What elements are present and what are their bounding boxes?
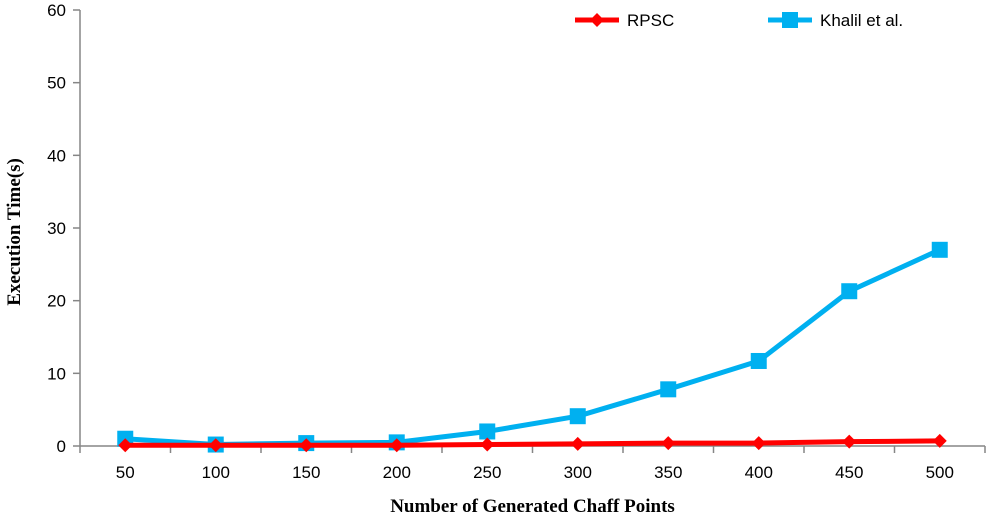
- series-line-khalil-et-al: [122, 247, 943, 448]
- y-tick-label: 0: [57, 437, 66, 456]
- x-tick-label: 400: [745, 463, 773, 482]
- data-point-rpsc: [661, 436, 676, 451]
- series-khalil-et-al: [117, 241, 948, 453]
- data-point-khalil-et-al: [750, 352, 767, 369]
- x-tick-label: 250: [473, 463, 501, 482]
- series-rpsc: [118, 433, 947, 453]
- data-point-rpsc: [751, 436, 766, 451]
- data-point-rpsc: [389, 438, 404, 453]
- data-point-rpsc: [208, 438, 223, 453]
- x-tick-label: 300: [564, 463, 592, 482]
- data-point-rpsc: [299, 438, 314, 453]
- y-axis-title: Execution Time(s): [4, 158, 25, 306]
- y-tick-label: 30: [47, 219, 66, 238]
- data-point-rpsc: [932, 433, 947, 448]
- series-line-rpsc: [122, 438, 943, 448]
- y-tick-label: 40: [47, 146, 66, 165]
- y-tick-label: 60: [47, 1, 66, 20]
- data-point-khalil-et-al: [569, 408, 586, 425]
- x-tick-label: 500: [926, 463, 954, 482]
- data-point-khalil-et-al: [660, 381, 677, 398]
- x-tick-label: 50: [116, 463, 135, 482]
- data-point-khalil-et-al: [841, 283, 858, 300]
- x-tick-label: 350: [654, 463, 682, 482]
- data-point-rpsc: [118, 438, 133, 453]
- legend-marker-khalil-et-al: [782, 12, 798, 28]
- data-point-khalil-et-al: [931, 241, 948, 258]
- legend-label-khalil-et-al: Khalil et al.: [820, 11, 903, 30]
- x-tick-label: 150: [292, 463, 320, 482]
- y-ticks: 0 10 20 30 40 50 60: [47, 1, 80, 456]
- series-layer: [117, 241, 948, 453]
- legend-item-khalil-et-al: Khalil et al.: [768, 11, 903, 30]
- y-tick-label: 10: [47, 364, 66, 383]
- legend-marker-rpsc: [590, 13, 604, 27]
- legend: RPSC Khalil et al.: [575, 11, 903, 30]
- y-tick-label: 20: [47, 292, 66, 311]
- legend-item-rpsc: RPSC: [575, 11, 674, 30]
- y-tick-label: 50: [47, 74, 66, 93]
- x-tick-label: 200: [383, 463, 411, 482]
- x-axis-title: Number of Generated Chaff Points: [390, 496, 675, 517]
- data-point-khalil-et-al: [479, 423, 496, 440]
- data-point-rpsc: [842, 434, 857, 449]
- x-ticks: 50 100 150 200 250 300 350 400 450 500: [79, 446, 986, 482]
- x-tick-label: 100: [202, 463, 230, 482]
- legend-label-rpsc: RPSC: [627, 11, 674, 30]
- data-point-rpsc: [570, 436, 585, 451]
- axes: 0 10 20 30 40 50 60 50 100 150 200 250 300 350 400 450…: [47, 1, 986, 482]
- data-point-rpsc: [480, 437, 495, 452]
- x-tick-label: 450: [835, 463, 863, 482]
